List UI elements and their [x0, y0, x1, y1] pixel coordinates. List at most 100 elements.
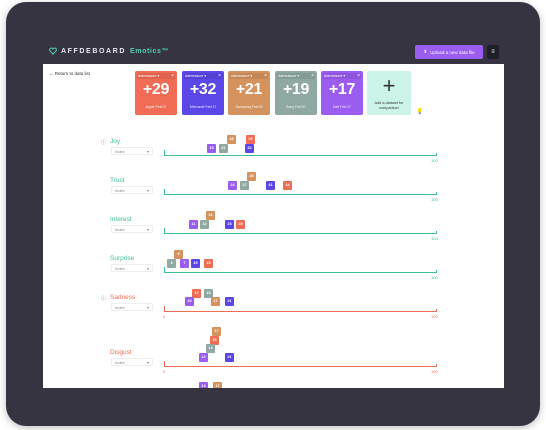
axis-tick-min: 0 — [163, 314, 166, 319]
score-marker[interactable]: 23 — [225, 220, 234, 229]
metric-select[interactable]: Index ▾ — [111, 303, 153, 311]
info-icon[interactable]: ⓘ — [101, 140, 107, 146]
dataset-card[interactable]: Admeasure ▾ × +21 Samsung Feb'09 — [228, 71, 270, 115]
dataset-selector[interactable]: Admeasure ▾ × — [230, 73, 268, 79]
axis-tick-max: 100 — [431, 236, 438, 241]
score-marker[interactable]: 17 — [212, 327, 221, 336]
close-icon[interactable]: × — [171, 73, 174, 79]
close-icon[interactable]: × — [311, 73, 314, 79]
score-marker[interactable]: 16 — [206, 211, 215, 220]
upload-icon: ⬆ — [423, 49, 428, 54]
score-marker[interactable]: 7 — [180, 259, 189, 268]
dataset-score: +32 — [189, 81, 217, 98]
close-icon[interactable]: × — [218, 73, 221, 79]
score-marker[interactable]: 18 — [227, 135, 236, 144]
dataset-card[interactable]: Admeasure ▾ × +17 Dell Feb'17 — [321, 71, 363, 115]
score-marker[interactable]: 21 — [225, 353, 234, 362]
return-link[interactable]: ← Return to data list — [49, 71, 91, 76]
chevron-down-icon: ▾ — [146, 266, 149, 271]
score-marker[interactable]: 44 — [283, 181, 292, 190]
add-dataset-card[interactable]: + Add a dataset for comparison — [367, 71, 411, 115]
emotion-axis — [164, 228, 437, 234]
score-marker[interactable]: 3 — [167, 259, 176, 268]
score-marker[interactable]: 16 — [210, 336, 219, 345]
hamburger-icon: ≡ — [491, 49, 495, 55]
score-marker[interactable]: 21 — [219, 144, 228, 153]
score-marker[interactable]: 11 — [189, 220, 198, 229]
score-marker[interactable]: 14 — [206, 344, 215, 353]
score-marker[interactable]: 14 — [199, 353, 208, 362]
dataset-selector[interactable]: Admeasure ▾ × — [184, 73, 222, 79]
upload-label: Upload a new data file — [430, 49, 475, 55]
score-marker[interactable]: 10 — [185, 297, 194, 306]
dataset-card[interactable]: Admeasure ▾ × +19 Sony Feb'07 — [275, 71, 317, 115]
score-marker[interactable]: 29 — [246, 135, 255, 144]
axis-tick-max: 100 — [431, 369, 438, 374]
dataset-caption: Sony Feb'07 — [285, 105, 307, 109]
dataset-score: +19 — [282, 81, 310, 98]
emotion-label: Joy — [110, 138, 121, 145]
score-marker[interactable]: 5 — [174, 250, 183, 259]
dataset-card[interactable]: Admeasure ▾ × +29 Apple Feb'07 — [135, 71, 177, 115]
close-icon[interactable]: × — [357, 73, 360, 79]
upload-data-button[interactable]: ⬆ Upload a new data file — [415, 45, 483, 59]
dataset-score: +21 — [235, 81, 263, 98]
emotion-axis — [164, 189, 437, 195]
score-marker[interactable]: 12 — [200, 220, 209, 229]
dataset-selector[interactable]: Admeasure ▾ × — [277, 73, 315, 79]
menu-button[interactable]: ≡ — [487, 45, 499, 59]
dataset-selector[interactable]: Admeasure ▾ × — [137, 73, 175, 79]
score-marker[interactable]: 19 — [207, 144, 216, 153]
metric-select[interactable]: Index ▾ — [111, 264, 153, 272]
score-marker[interactable]: 15 — [204, 259, 213, 268]
close-icon[interactable]: × — [264, 73, 267, 79]
metric-select[interactable]: Index ▾ — [111, 186, 153, 194]
plus-icon: + — [382, 73, 396, 98]
axis-tick-max: 100 — [431, 275, 438, 280]
dataset-caption: Dell Feb'17 — [332, 105, 352, 109]
score-marker[interactable]: 15 — [204, 289, 213, 298]
heart-logo-icon — [49, 47, 57, 55]
score-marker[interactable]: 17 — [213, 382, 222, 388]
axis-end-tick — [436, 270, 437, 273]
emotion-axis — [164, 306, 437, 312]
axis-tick-max: 100 — [431, 158, 438, 163]
axis-tick-max: 100 — [431, 314, 438, 319]
chevron-down-icon: ▾ — [146, 188, 149, 193]
dataset-score: +29 — [142, 81, 170, 98]
score-marker[interactable]: 12 — [192, 289, 201, 298]
info-icon[interactable]: ⓘ — [101, 296, 107, 302]
score-marker[interactable]: 14 — [199, 382, 208, 388]
score-marker[interactable]: 28 — [247, 172, 256, 181]
score-marker[interactable]: 10 — [191, 259, 200, 268]
dataset-card[interactable]: Admeasure ▾ × +32 Microsoft Feb'17 — [182, 71, 224, 115]
score-marker[interactable]: 27 — [240, 181, 249, 190]
score-marker[interactable]: 21 — [225, 297, 234, 306]
metric-select[interactable]: Index ▾ — [111, 147, 153, 155]
lightbulb-icon[interactable]: 💡 — [416, 109, 424, 115]
emotion-axis — [164, 150, 437, 156]
score-marker[interactable]: 25 — [236, 220, 245, 229]
axis-end-tick — [436, 153, 437, 156]
axis-end-tick — [436, 231, 437, 234]
emotion-label: Disgust — [110, 349, 132, 356]
main-content: ← Return to data list Admeasure ▾ × +29 App… — [43, 64, 504, 388]
axis-tick-max: 100 — [431, 197, 438, 202]
add-dataset-caption: Add a dataset for comparison — [374, 101, 404, 110]
score-marker[interactable]: 32 — [245, 144, 254, 153]
chevron-down-icon: ▾ — [146, 360, 149, 365]
metric-select[interactable]: Index ▾ — [111, 225, 153, 233]
top-bar: AFFDEBOARD Emotics™ ⬆ Upload a new data … — [43, 42, 504, 64]
chevron-down-icon: ▾ — [146, 227, 149, 232]
emotion-label: Trust — [110, 177, 125, 184]
emotion-axis — [164, 267, 437, 273]
score-marker[interactable]: 41 — [266, 181, 275, 190]
axis-end-tick — [436, 309, 437, 312]
emotion-label: Sadness — [110, 294, 136, 301]
score-marker[interactable]: 17 — [211, 297, 220, 306]
metric-select[interactable]: Index ▾ — [111, 358, 153, 366]
dataset-selector[interactable]: Admeasure ▾ × — [323, 73, 361, 79]
score-marker[interactable]: 24 — [228, 181, 237, 190]
chevron-down-icon: ▾ — [146, 149, 149, 154]
emotion-axis — [164, 361, 437, 367]
